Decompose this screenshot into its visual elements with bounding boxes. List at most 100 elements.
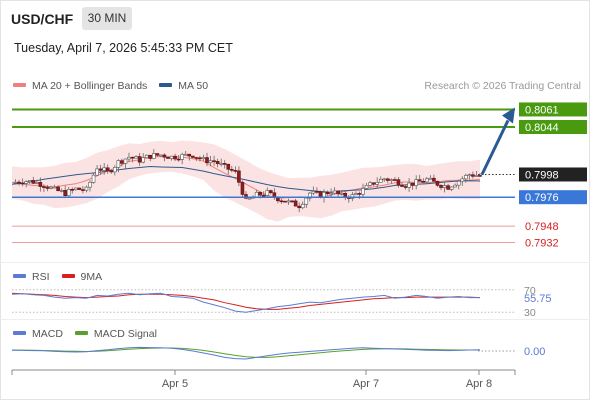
candle xyxy=(152,153,156,159)
candle xyxy=(95,168,99,176)
candle xyxy=(407,182,411,188)
candle xyxy=(173,155,177,160)
candle xyxy=(180,154,184,160)
candle xyxy=(460,178,465,182)
timeframe-button[interactable]: 30 MIN xyxy=(82,7,132,30)
candle xyxy=(219,163,223,165)
candle xyxy=(474,175,479,177)
rsi-level-label: 70 xyxy=(524,285,536,297)
candle xyxy=(304,197,309,205)
candle xyxy=(191,155,195,158)
candle xyxy=(215,161,220,164)
candle xyxy=(226,163,231,170)
candle xyxy=(332,190,337,194)
macd-value-label: 0.00 xyxy=(524,346,545,358)
candle xyxy=(45,186,50,189)
rsi-legend: RSI 9MA xyxy=(13,271,102,283)
resistance-level-label: 0.8044 xyxy=(525,122,559,134)
resistance-level-tag xyxy=(519,102,587,117)
candle xyxy=(70,189,75,191)
candle xyxy=(31,180,36,184)
candle xyxy=(464,175,468,180)
candle xyxy=(134,156,138,159)
candle xyxy=(13,181,18,184)
candles-group xyxy=(13,149,482,213)
candle xyxy=(63,190,67,196)
candle xyxy=(127,156,131,160)
candle xyxy=(378,178,383,183)
candle xyxy=(254,191,259,198)
candle xyxy=(230,169,234,171)
candle xyxy=(471,174,475,177)
ma50-swatch xyxy=(159,83,173,88)
candle xyxy=(414,179,418,186)
candle xyxy=(91,174,96,183)
support-level-label: 0.7932 xyxy=(525,238,559,250)
candle xyxy=(375,182,379,185)
rsi-swatch xyxy=(13,274,26,279)
candle xyxy=(162,154,167,158)
rsi-ma-legend-label: 9MA xyxy=(80,271,103,283)
candle xyxy=(56,186,60,192)
candle xyxy=(329,192,333,195)
candle xyxy=(201,157,206,159)
macd-signal-legend-label: MACD Signal xyxy=(93,328,157,340)
candle xyxy=(187,153,192,157)
candle xyxy=(116,160,121,168)
candle xyxy=(442,185,447,188)
candle xyxy=(155,153,160,156)
candle xyxy=(357,193,362,195)
candle xyxy=(279,200,284,203)
candle xyxy=(141,157,145,163)
rsi-line xyxy=(11,292,480,313)
candle xyxy=(361,188,365,195)
candle xyxy=(77,187,82,190)
pivot-level-label: 0.7976 xyxy=(525,192,559,204)
candle xyxy=(20,182,25,185)
candle xyxy=(52,186,57,189)
rsi-ma-line xyxy=(11,292,481,310)
candle xyxy=(84,186,89,191)
candle xyxy=(446,185,450,190)
candle xyxy=(435,180,440,186)
rsi-level-label: 30 xyxy=(524,307,536,319)
candle xyxy=(432,177,436,182)
macd-line xyxy=(11,346,481,360)
candle xyxy=(290,200,294,203)
candle xyxy=(169,155,174,159)
candle xyxy=(272,192,277,198)
rsi-ma-swatch xyxy=(61,274,75,279)
candle xyxy=(42,186,46,188)
candle xyxy=(265,190,270,196)
candle xyxy=(113,167,117,173)
candle xyxy=(400,184,404,187)
candle xyxy=(212,160,216,163)
macd-legend: MACD MACD Signal xyxy=(13,328,157,340)
candle xyxy=(88,182,92,188)
candle xyxy=(120,160,124,164)
candle xyxy=(237,170,241,183)
candle xyxy=(396,179,401,186)
candle xyxy=(81,189,85,191)
candle xyxy=(325,192,330,195)
candle xyxy=(315,191,319,193)
candle xyxy=(240,182,245,195)
candle xyxy=(59,190,64,192)
symbol-title: USD/CHF xyxy=(11,11,74,27)
macd-signal-swatch xyxy=(74,331,88,336)
candle xyxy=(449,186,454,190)
source-note: Research © 2026 Trading Central xyxy=(424,80,581,92)
candle xyxy=(205,157,209,164)
candle xyxy=(339,193,344,195)
candle xyxy=(371,182,376,185)
candle xyxy=(183,153,188,156)
resistance-level-label: 0.8061 xyxy=(525,104,559,116)
candle xyxy=(102,167,106,171)
rsi-value-label: 55.75 xyxy=(524,293,552,305)
candle xyxy=(297,205,301,209)
ma20-swatch xyxy=(13,83,26,88)
candle xyxy=(222,163,227,165)
candle xyxy=(247,197,252,200)
candle xyxy=(382,178,387,181)
